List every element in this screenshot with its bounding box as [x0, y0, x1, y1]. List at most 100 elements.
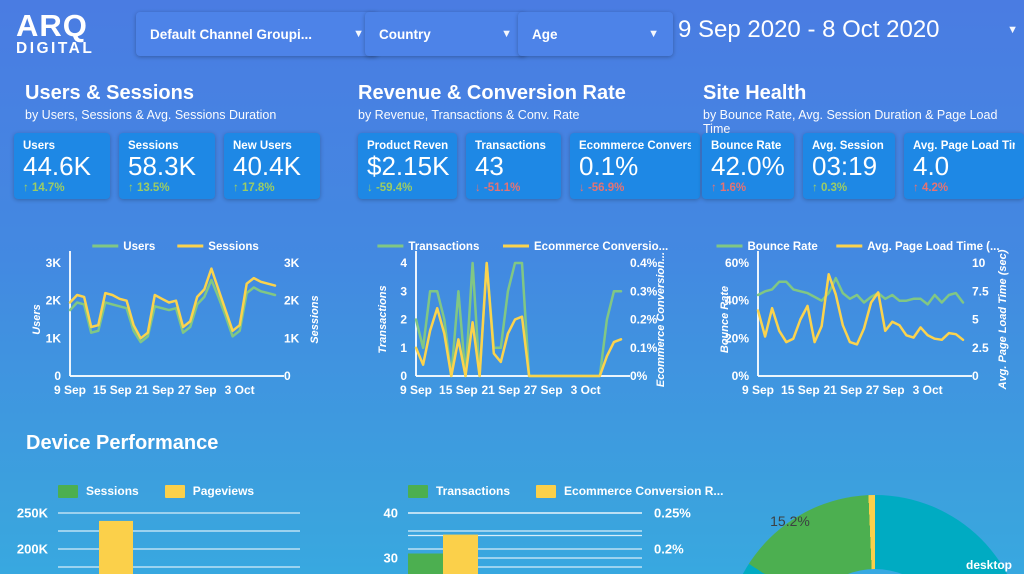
scorecard-row-site-health: Bounce Rate 42.0% ↑ 1.6% Avg. Session Du… — [702, 133, 1024, 199]
svg-text:3: 3 — [400, 284, 407, 298]
filter-label: Default Channel Groupi... — [150, 26, 313, 42]
svg-text:Bounce Rate: Bounce Rate — [719, 286, 731, 353]
scorecard-value: 44.6K — [23, 151, 91, 181]
scorecard-delta: ↑ 4.2% — [913, 181, 949, 194]
arq-digital-logo: ARQ DIGITAL — [16, 10, 94, 57]
section-subtitle-site-health: by Bounce Rate, Avg. Session Duration & … — [703, 108, 998, 136]
section-title-users-sessions: Users & Sessions — [25, 82, 194, 104]
svg-text:10: 10 — [972, 256, 986, 270]
desktop-swatch-icon — [946, 558, 959, 572]
date-range-picker[interactable]: 9 Sep 2020 - 8 Oct 2020 ▼ — [678, 16, 1018, 44]
svg-text:20%: 20% — [725, 331, 749, 345]
scorecard-value: 40.4K — [233, 151, 301, 181]
svg-text:9 Sep: 9 Sep — [54, 383, 86, 397]
svg-text:Ecommerce Conversion...: Ecommerce Conversion... — [655, 252, 667, 387]
svg-text:0%: 0% — [630, 369, 648, 383]
conversion-swatch-icon — [536, 484, 557, 498]
filter-default-channel-grouping[interactable]: Default Channel Groupi... ▼ — [136, 12, 378, 56]
svg-text:2: 2 — [400, 313, 407, 327]
scorecard-new-users: New Users 40.4K ↑ 17.8% — [224, 133, 320, 199]
scorecard-ecommerce-conversion-rate: Ecommerce Conversion Rate 0.1% ↓ -56.9% — [570, 133, 700, 199]
chevron-down-icon: ▼ — [501, 28, 512, 40]
scorecard-row-users-sessions: Users 44.6K ↑ 14.7% Sessions 58.3K ↑ 13.… — [14, 133, 326, 199]
svg-text:Transactions: Transactions — [408, 241, 479, 253]
svg-text:0.4%: 0.4% — [630, 256, 658, 270]
svg-text:9 Sep: 9 Sep — [400, 383, 432, 397]
legend-label: desktop — [966, 558, 1013, 572]
scorecard-users: Users 44.6K ↑ 14.7% — [14, 133, 110, 199]
filter-label: Country — [379, 26, 431, 42]
users-sessions-line-chart: Users Sessions 0 1K 2K 3K 0 1K 2K 3K 9 Sep 15 Sep 21… — [31, 241, 321, 397]
donut-hole — [799, 569, 951, 574]
scorecard-label: Users — [23, 140, 55, 152]
scorecard-value: $2.15K — [367, 151, 450, 181]
scorecard-avg-page-load-time: Avg. Page Load Time (sec) 4.0 ↑ 4.2% — [904, 133, 1024, 199]
section-subtitle-users-sessions: by Users, Sessions & Avg. Sessions Durat… — [25, 108, 277, 122]
scorecard-delta: ↑ 13.5% — [128, 181, 170, 194]
svg-text:15 Sep: 15 Sep — [439, 383, 478, 397]
scorecard-delta: ↑ 1.6% — [711, 181, 747, 194]
filter-label: Age — [532, 26, 558, 42]
svg-text:0.25%: 0.25% — [654, 506, 691, 521]
svg-text:0.2%: 0.2% — [630, 313, 658, 327]
scorecard-value: 0.1% — [579, 151, 639, 181]
legend-item-sessions: Sessions — [58, 484, 139, 498]
svg-text:0%: 0% — [732, 369, 750, 383]
sessions-swatch-icon — [58, 484, 78, 498]
svg-text:Avg. Page Load Time (...: Avg. Page Load Time (... — [867, 241, 999, 253]
legend-label: Pageviews — [192, 484, 255, 498]
scorecard-value: 43 — [474, 151, 504, 181]
scorecard-label: Bounce Rate — [711, 140, 782, 152]
svg-text:3 Oct: 3 Oct — [225, 383, 255, 397]
scorecard-sessions: Sessions 58.3K ↑ 13.5% — [119, 133, 215, 199]
svg-text:0: 0 — [54, 369, 61, 383]
svg-text:0.1%: 0.1% — [630, 341, 658, 355]
filter-age[interactable]: Age ▼ — [518, 12, 673, 56]
scorecard-delta: ↑ 0.3% — [812, 181, 848, 194]
svg-text:Transactions: Transactions — [377, 285, 389, 353]
scorecard-value: 4.0 — [913, 151, 950, 181]
svg-text:Sessions: Sessions — [208, 241, 258, 253]
scorecard-transactions: Transactions 43 ↓ -51.1% — [465, 133, 561, 199]
filter-country[interactable]: Country ▼ — [365, 12, 526, 56]
svg-text:3K: 3K — [284, 256, 300, 270]
transactions-swatch-icon — [408, 484, 428, 498]
scorecard-delta: ↑ 14.7% — [23, 181, 65, 194]
svg-text:9 Sep: 9 Sep — [742, 383, 774, 397]
svg-text:3 Oct: 3 Oct — [571, 383, 601, 397]
transactions-conversion-bar-legend: Transactions Ecommerce Conversion R... — [408, 484, 723, 498]
svg-text:2.5: 2.5 — [972, 341, 989, 355]
svg-text:40%: 40% — [725, 294, 749, 308]
svg-text:0.2%: 0.2% — [654, 542, 684, 557]
scorecard-value: 03:19 — [812, 151, 878, 181]
legend-item-pageviews: Pageviews — [164, 484, 255, 498]
svg-text:1K: 1K — [46, 331, 62, 345]
chevron-down-icon: ▼ — [648, 28, 659, 40]
scorecard-label: Sessions — [128, 140, 179, 152]
svg-text:0: 0 — [972, 369, 979, 383]
svg-text:27 Sep: 27 Sep — [866, 383, 905, 397]
svg-text:15 Sep: 15 Sep — [93, 383, 132, 397]
sessions-pageviews-bar-chart: 250K200K150K — [17, 506, 300, 574]
scorecard-delta: ↓ -59.4% — [367, 181, 413, 194]
scorecard-label: Transactions — [474, 140, 546, 152]
svg-text:60%: 60% — [725, 256, 749, 270]
date-range-text: 9 Sep 2020 - 8 Oct 2020 — [678, 16, 940, 43]
svg-text:Users: Users — [123, 241, 155, 253]
svg-text:0.3%: 0.3% — [630, 284, 658, 298]
donut-legend: desktop — [946, 558, 1012, 572]
scorecard-label: Product Revenue — [367, 140, 448, 152]
scorecard-product-revenue: Product Revenue $2.15K ↓ -59.4% — [358, 133, 457, 199]
svg-text:Bounce Rate: Bounce Rate — [748, 241, 818, 253]
svg-text:250K: 250K — [17, 506, 49, 521]
svg-text:40: 40 — [384, 506, 398, 521]
svg-text:30: 30 — [384, 551, 398, 566]
svg-text:2K: 2K — [284, 294, 300, 308]
logo-line1: ARQ — [16, 8, 88, 43]
scorecard-label: New Users — [233, 140, 292, 152]
scorecard-avg-session-duration: Avg. Session Duration 03:19 ↑ 0.3% — [803, 133, 895, 199]
logo-line2: DIGITAL — [16, 40, 95, 57]
legend-item-transactions: Transactions — [408, 484, 510, 498]
donut-slice-label: 15.2% — [770, 513, 810, 529]
